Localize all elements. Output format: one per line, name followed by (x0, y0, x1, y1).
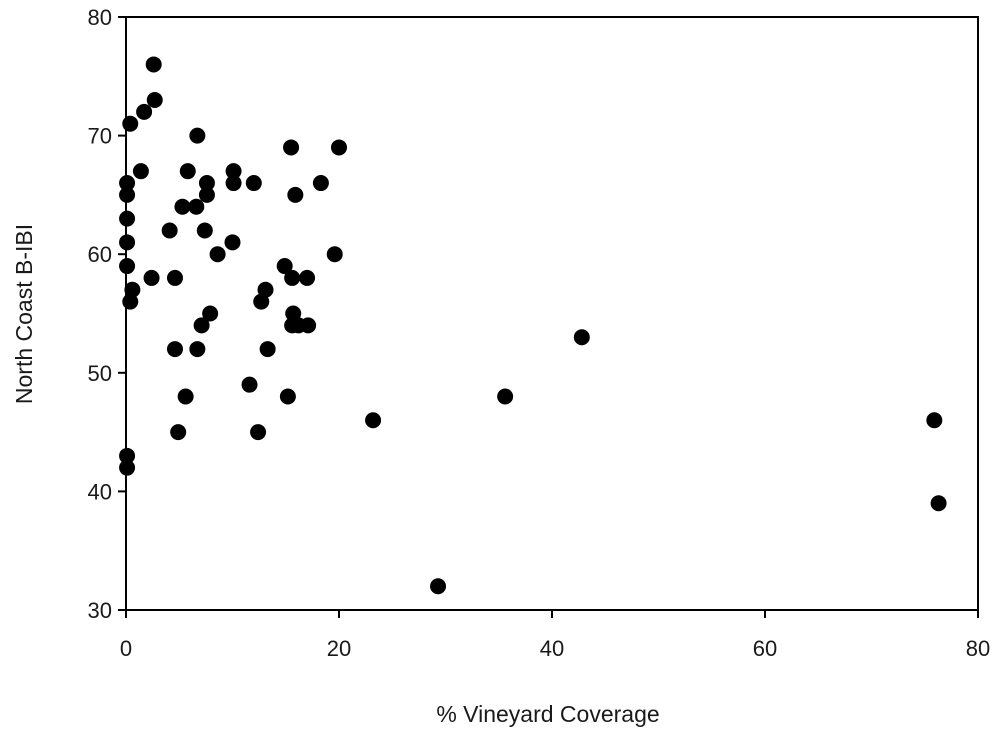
data-point (276, 258, 293, 275)
y-tick-label: 50 (88, 361, 112, 386)
data-point (132, 163, 149, 180)
data-point (279, 388, 296, 405)
data-point (430, 578, 447, 595)
data-point (119, 234, 136, 251)
data-point (119, 175, 136, 192)
data-point (245, 175, 262, 192)
y-tick-label: 70 (88, 124, 112, 149)
data-point (225, 175, 242, 192)
data-point (284, 269, 301, 286)
data-point (189, 127, 206, 144)
y-axis-title: North Coast B-IBI (11, 224, 37, 404)
data-point (122, 293, 139, 310)
plot-frame (125, 16, 979, 611)
x-tick-label: 20 (327, 636, 351, 661)
data-point (166, 341, 183, 358)
data-point (224, 234, 241, 251)
data-point (124, 281, 141, 298)
data-point (497, 388, 514, 405)
data-point (259, 341, 276, 358)
data-point (119, 447, 136, 464)
data-point (202, 305, 219, 322)
data-point (225, 163, 242, 180)
data-point (326, 246, 343, 263)
y-tick-label: 40 (88, 479, 112, 504)
data-point (146, 92, 163, 109)
data-point (119, 459, 136, 476)
x-tick-label: 60 (753, 636, 777, 661)
x-tick-label: 40 (540, 636, 564, 661)
data-point (287, 186, 304, 203)
data-point (930, 495, 947, 512)
data-point (250, 424, 267, 441)
data-point (170, 424, 187, 441)
data-point (161, 222, 178, 239)
data-point (174, 198, 191, 215)
data-point (193, 317, 210, 334)
data-point (926, 412, 943, 429)
x-axis: 0 20 40 60 80 (120, 610, 990, 661)
x-tick-label: 80 (966, 636, 990, 661)
data-point (177, 388, 194, 405)
x-axis-title: % Vineyard Coverage (436, 701, 659, 727)
data-point (312, 175, 329, 192)
data-point (209, 246, 226, 263)
y-tick-label: 80 (88, 5, 112, 30)
data-point (573, 329, 590, 346)
data-point (166, 269, 183, 286)
data-point (241, 376, 258, 393)
data-point (299, 269, 316, 286)
y-axis: 30 40 50 60 70 80 (88, 5, 126, 623)
data-point (300, 317, 317, 334)
data-point (119, 258, 136, 275)
data-point (198, 186, 215, 203)
data-point (331, 139, 347, 156)
data-point (283, 139, 300, 156)
data-point (122, 115, 139, 132)
data-point (198, 175, 215, 192)
data-point (253, 293, 270, 310)
data-point (119, 210, 136, 227)
data-point (189, 341, 206, 358)
data-point (188, 198, 205, 215)
data-point (365, 412, 382, 429)
data-point (143, 269, 160, 286)
y-tick-label: 30 (88, 598, 112, 623)
data-point (136, 103, 153, 120)
data-point (145, 56, 162, 73)
data-point (179, 163, 196, 180)
data-point (119, 186, 136, 203)
y-tick-label: 60 (88, 242, 112, 267)
x-tick-label: 0 (120, 636, 132, 661)
data-point (196, 222, 213, 239)
data-points (119, 56, 947, 595)
